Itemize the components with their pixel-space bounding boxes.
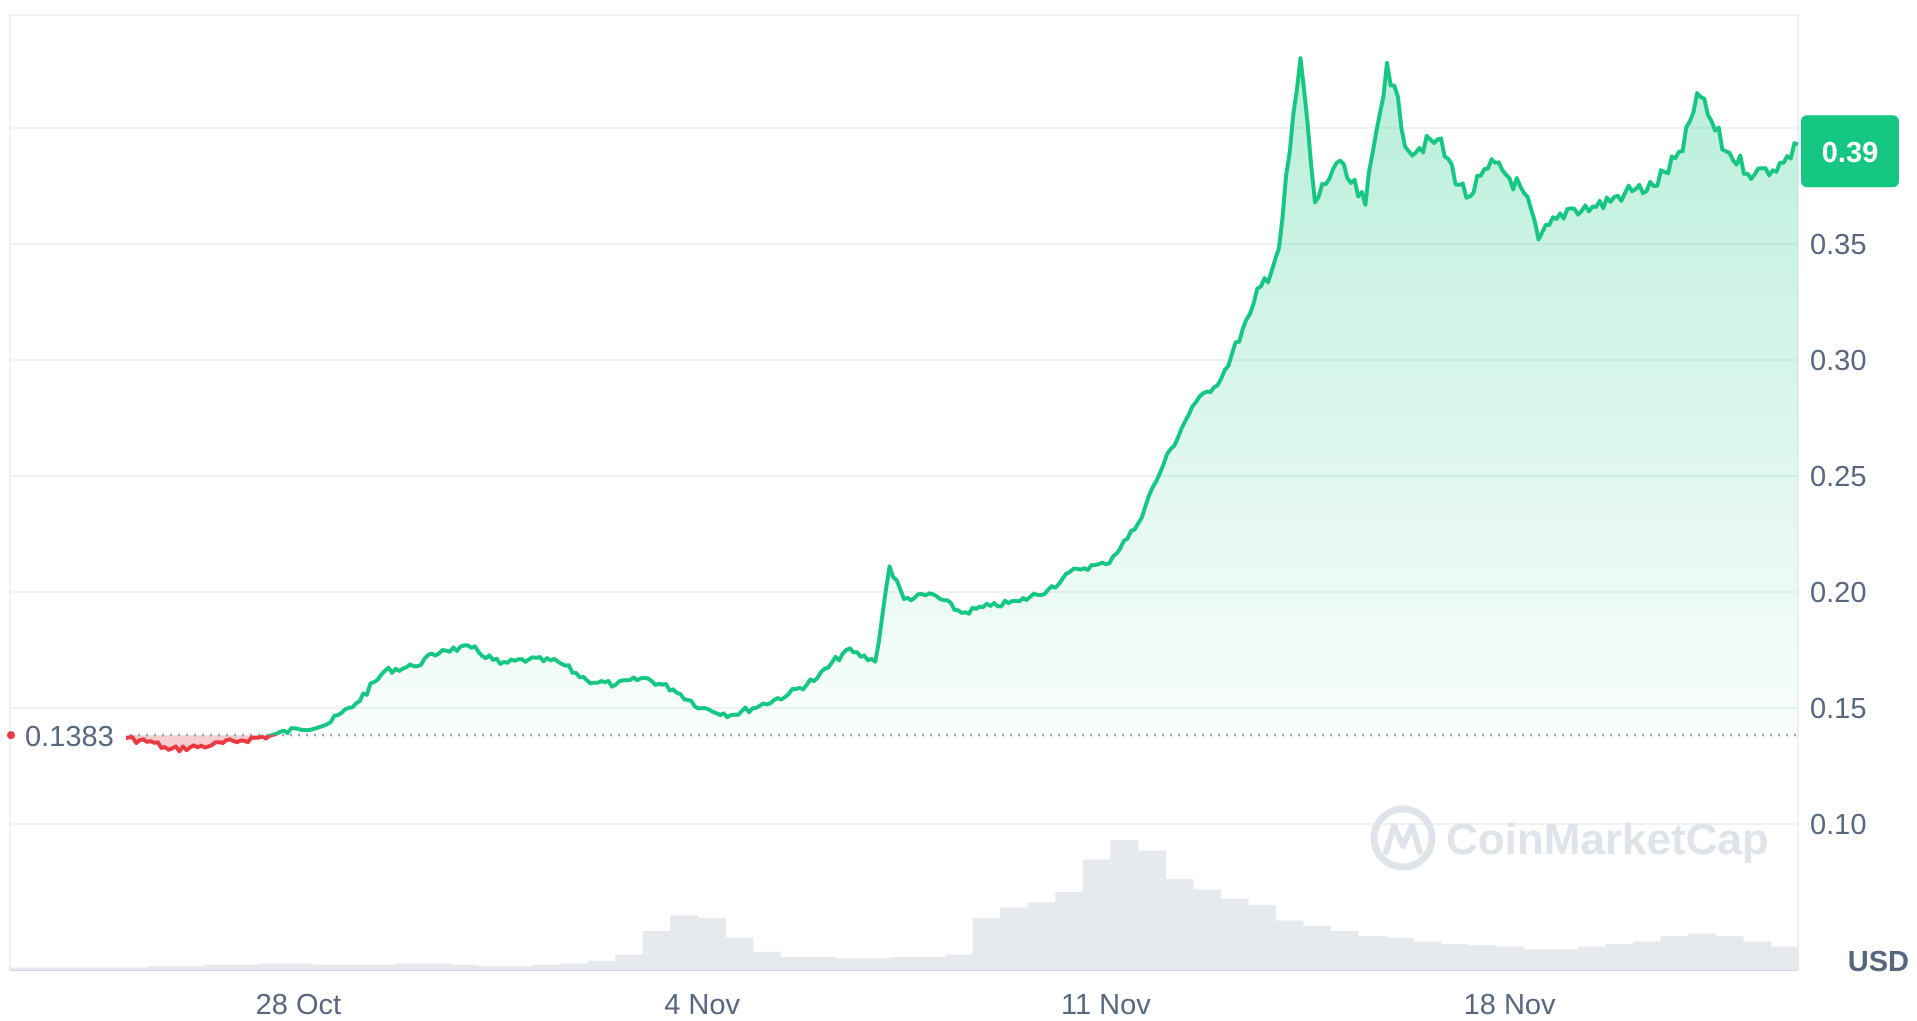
area-fill-up bbox=[10, 58, 1798, 736]
volume-bar bbox=[697, 918, 726, 970]
volume-bar bbox=[10, 967, 39, 970]
baseline-label-bg bbox=[14, 715, 126, 756]
volume-bar bbox=[670, 915, 699, 970]
volume-bar bbox=[1247, 905, 1276, 970]
volume-bar bbox=[1467, 945, 1497, 970]
volume-bar bbox=[1000, 907, 1029, 970]
volume-bar bbox=[120, 967, 149, 970]
volume-bar bbox=[285, 963, 314, 970]
volume-bar bbox=[1440, 944, 1469, 970]
volume-bar bbox=[1742, 941, 1772, 970]
volume-bar bbox=[395, 963, 424, 970]
x-tick-label: 11 Nov bbox=[1061, 989, 1151, 1021]
volume-bar bbox=[1165, 879, 1194, 970]
volume-bar bbox=[560, 963, 589, 970]
y-tick-label: 0.15 bbox=[1810, 693, 1866, 725]
volume-bar bbox=[1550, 949, 1579, 970]
volume-bar bbox=[807, 957, 836, 970]
volume-bar bbox=[587, 960, 616, 970]
volume-bar bbox=[92, 967, 121, 970]
volume-bar bbox=[1495, 946, 1524, 970]
volume-bar bbox=[890, 957, 919, 970]
volume-bar bbox=[1302, 925, 1331, 970]
current-price-badge: 0.39 bbox=[1801, 115, 1899, 188]
volume-bar bbox=[725, 937, 754, 970]
volume-bar bbox=[1082, 859, 1111, 970]
volume-bar bbox=[532, 964, 561, 970]
volume-bar bbox=[615, 954, 644, 970]
volume-bar bbox=[175, 966, 204, 970]
volume-bar bbox=[1220, 898, 1249, 970]
coinmarketcap-logo-icon bbox=[1370, 805, 1436, 871]
volume-bar bbox=[1110, 840, 1139, 970]
volume-bar bbox=[312, 964, 341, 970]
volume-bar bbox=[1605, 944, 1634, 970]
volume-bar bbox=[422, 963, 451, 970]
y-tick-label: 0.25 bbox=[1810, 461, 1866, 493]
volume-bar bbox=[945, 954, 974, 970]
watermark: CoinMarketCap bbox=[1370, 805, 1769, 871]
baseline-label: 0.1383 bbox=[7, 715, 126, 756]
volume-bar bbox=[835, 958, 864, 970]
volume-bar bbox=[450, 964, 479, 970]
watermark-text: CoinMarketCap bbox=[1446, 815, 1769, 864]
volume-bar bbox=[1522, 949, 1552, 970]
volume-bar bbox=[230, 964, 259, 970]
volume-bar bbox=[340, 964, 369, 970]
volume-bar bbox=[505, 966, 534, 970]
x-tick-label: 18 Nov bbox=[1464, 989, 1556, 1021]
volume-bar bbox=[257, 963, 286, 970]
volume-bar bbox=[1687, 933, 1717, 970]
volume-bars bbox=[10, 840, 1799, 970]
volume-bar bbox=[1275, 920, 1304, 970]
volume-bar bbox=[1137, 850, 1166, 970]
volume-bar bbox=[65, 967, 94, 970]
volume-bar bbox=[642, 931, 671, 970]
y-axis-labels: 0.10 0.15 0.20 0.25 0.30 0.35 bbox=[1810, 229, 1866, 841]
y-tick-label: 0.10 bbox=[1810, 809, 1866, 841]
volume-bar bbox=[1632, 941, 1662, 970]
x-tick-label: 4 Nov bbox=[664, 989, 740, 1021]
volume-bar bbox=[862, 958, 891, 970]
volume-bar bbox=[1385, 937, 1414, 970]
volume-bar bbox=[1715, 936, 1744, 970]
price-line-up bbox=[9, 56, 1799, 736]
volume-bar bbox=[477, 966, 506, 970]
area-fill-down bbox=[10, 735, 1798, 752]
volume-bar bbox=[1412, 941, 1441, 970]
volume-bar bbox=[367, 964, 396, 970]
volume-bar bbox=[37, 967, 66, 970]
volume-bar bbox=[1055, 892, 1084, 970]
volume-bar bbox=[752, 951, 781, 970]
current-price-label: 0.39 bbox=[1822, 137, 1878, 169]
baseline-value-label: 0.1383 bbox=[25, 721, 114, 753]
volume-bar bbox=[1357, 936, 1386, 970]
y-tick-label: 0.20 bbox=[1810, 577, 1866, 609]
volume-bar bbox=[1660, 936, 1689, 970]
volume-bar bbox=[1770, 946, 1799, 970]
volume-bar bbox=[1577, 946, 1607, 970]
volume-bar bbox=[1192, 889, 1221, 970]
y-tick-label: 0.30 bbox=[1810, 345, 1866, 377]
x-tick-label: 28 Oct bbox=[256, 989, 341, 1021]
currency-unit-label: USD bbox=[1848, 946, 1909, 978]
volume-bar bbox=[972, 918, 1001, 970]
volume-bar bbox=[1330, 931, 1359, 970]
volume-bar bbox=[147, 966, 176, 970]
y-tick-label: 0.35 bbox=[1810, 229, 1866, 261]
volume-bar bbox=[1027, 902, 1056, 970]
x-axis-labels: 28 Oct 4 Nov 11 Nov 18 Nov bbox=[256, 989, 1556, 1021]
volume-bar bbox=[202, 964, 231, 970]
volume-bar bbox=[917, 957, 946, 970]
volume-bar bbox=[780, 957, 809, 970]
baseline-marker bbox=[7, 731, 15, 740]
